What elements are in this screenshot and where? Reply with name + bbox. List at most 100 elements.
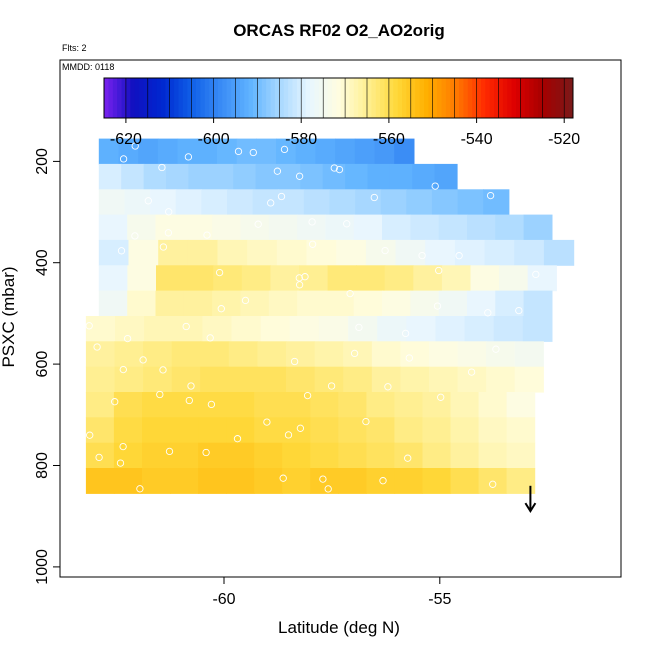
colorbar-segment — [270, 78, 276, 118]
heatmap-cell — [282, 392, 311, 418]
colorbar-segment — [274, 78, 280, 118]
heatmap-cell — [127, 290, 157, 317]
heatmap-cell — [150, 189, 177, 216]
observation-marker — [165, 447, 174, 456]
heatmap-cell — [506, 442, 536, 469]
observation-marker — [404, 454, 412, 462]
y-tick-label: 200 — [34, 148, 51, 175]
heatmap-cell — [85, 417, 115, 444]
observation-marker — [319, 475, 327, 483]
observation-marker — [401, 329, 410, 338]
heatmap-cell — [276, 239, 308, 266]
colorbar-segment — [419, 78, 425, 118]
colorbar-segment — [406, 78, 412, 118]
colorbar-segment — [301, 78, 307, 118]
colorbar-segment — [165, 78, 171, 118]
y-tick-label: 400 — [34, 249, 51, 276]
observation-marker — [111, 398, 119, 406]
heatmap-cell — [212, 290, 241, 317]
heatmap-cell — [495, 290, 525, 317]
colorbar-tick-label: -580 — [285, 131, 317, 148]
colorbar-segment — [253, 78, 258, 118]
colorbar-segment — [445, 78, 451, 118]
heatmap-cell — [406, 189, 433, 216]
heatmap-cell — [260, 316, 291, 342]
observation-marker — [139, 356, 147, 364]
heatmap-cell — [394, 138, 415, 165]
colorbar-segment — [226, 78, 232, 118]
heatmap-cell — [85, 392, 115, 418]
colorbar-segment — [161, 78, 166, 118]
heatmap-cell — [98, 239, 130, 266]
heatmap-cell — [422, 442, 452, 469]
heatmap-cell — [300, 163, 324, 190]
heatmap-cell — [98, 138, 120, 165]
observation-marker — [277, 192, 286, 201]
colorbar-segment — [310, 78, 315, 118]
colorbar-segment — [371, 78, 377, 118]
heatmap-cell — [310, 442, 339, 469]
heatmap-cell — [389, 163, 413, 190]
colorbar-segment — [476, 78, 482, 118]
colorbar-segment — [305, 78, 311, 118]
colorbar-segment — [169, 78, 175, 118]
heatmap-cell — [438, 290, 468, 317]
colorbar-segment — [104, 78, 109, 118]
colorbar-segment — [507, 78, 513, 118]
heatmap-cell — [85, 468, 115, 494]
heatmap-cell — [138, 138, 159, 165]
heatmap-cell — [435, 316, 466, 342]
heatmap-cell — [254, 417, 283, 444]
colorbar-segment — [283, 78, 289, 118]
heatmap-cell — [142, 392, 171, 418]
heatmap-cell — [254, 392, 283, 418]
heatmap-cell — [187, 239, 219, 266]
observation-marker — [182, 322, 190, 331]
heatmap-cell — [256, 138, 277, 165]
observation-marker — [123, 334, 132, 343]
heatmap-cell — [470, 265, 500, 292]
colorbar-segment — [349, 78, 355, 118]
heatmap-cell — [457, 366, 487, 393]
colorbar-segment — [388, 78, 394, 118]
colorbar-segment — [463, 78, 469, 118]
heatmap-cell — [457, 341, 487, 368]
observation-marker — [346, 289, 354, 298]
heatmap-cell — [282, 417, 311, 444]
colorbar-segment — [380, 78, 385, 118]
observation-marker — [203, 231, 211, 239]
colorbar-segment — [472, 78, 478, 118]
colorbar-segment — [424, 78, 429, 118]
colorbar-segment — [196, 78, 201, 118]
heatmap-cell — [257, 366, 287, 393]
heatmap-cell — [384, 265, 414, 292]
colorbar-segment — [261, 78, 267, 118]
colorbar-segment — [459, 78, 464, 118]
heatmap-cell — [338, 442, 367, 469]
heatmap-cell — [226, 392, 255, 418]
colorbar-segment — [139, 78, 144, 118]
heatmap-cell — [255, 163, 279, 190]
observation-marker — [296, 424, 305, 432]
heatmap-cell — [98, 214, 128, 241]
heatmap-cell — [366, 468, 396, 494]
colorbar-segment — [564, 78, 570, 118]
observation-marker — [164, 229, 173, 237]
observation-marker — [117, 247, 126, 255]
heatmap-cell — [441, 265, 472, 292]
colorbar-segment — [537, 78, 543, 118]
heatmap-cell — [247, 239, 278, 266]
heatmap-cell — [228, 341, 258, 368]
heatmap-cell — [336, 239, 367, 266]
heatmap-cell — [366, 417, 396, 444]
observation-marker — [327, 382, 336, 390]
colorbar-segment — [450, 78, 456, 118]
observation-marker — [284, 431, 293, 439]
heatmap-cell — [226, 442, 255, 469]
colorbar-segment — [358, 78, 364, 118]
heatmap-cell — [486, 341, 516, 368]
observation-marker — [433, 302, 442, 310]
heatmap-cell — [113, 468, 143, 494]
heatmap-cell — [212, 214, 241, 241]
observation-marker — [303, 391, 312, 400]
